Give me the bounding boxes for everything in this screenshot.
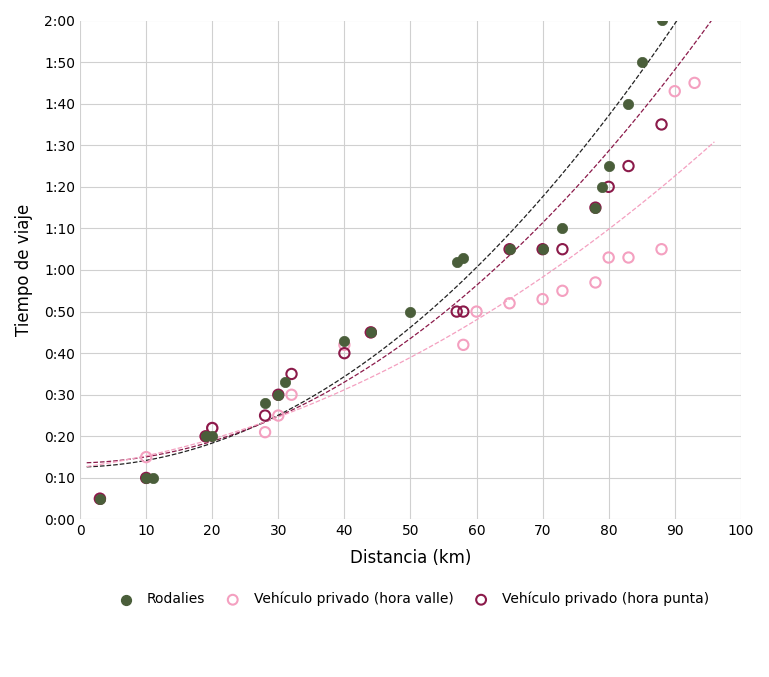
Point <box>457 306 469 317</box>
Point <box>471 306 483 317</box>
X-axis label: Distancia (km): Distancia (km) <box>350 550 471 567</box>
Point <box>603 252 615 263</box>
Point <box>285 389 298 400</box>
Point <box>365 327 377 338</box>
Point <box>622 252 634 263</box>
Point <box>457 252 469 263</box>
Point <box>635 57 647 68</box>
Point <box>537 294 549 305</box>
Point <box>272 389 285 400</box>
Point <box>596 181 608 192</box>
Point <box>655 15 667 26</box>
Point <box>622 98 634 109</box>
Point <box>338 348 351 359</box>
Point <box>259 397 271 408</box>
Point <box>589 202 601 213</box>
Point <box>140 473 152 483</box>
Point <box>451 306 463 317</box>
Point <box>504 244 516 255</box>
Point <box>147 473 159 483</box>
Point <box>589 277 601 288</box>
Point <box>199 431 211 442</box>
Point <box>451 257 463 267</box>
Point <box>589 202 601 213</box>
Point <box>603 181 615 192</box>
Point <box>279 377 291 388</box>
Point <box>206 422 218 433</box>
Point <box>655 244 667 255</box>
Point <box>504 244 516 255</box>
Point <box>457 339 469 350</box>
Point <box>94 494 106 504</box>
Point <box>338 335 351 346</box>
Point <box>537 244 549 255</box>
Point <box>556 244 568 255</box>
Point <box>504 298 516 309</box>
Point <box>259 410 271 421</box>
Point <box>272 410 285 421</box>
Point <box>556 286 568 297</box>
Point <box>140 452 152 462</box>
Point <box>206 431 218 442</box>
Point <box>94 494 106 504</box>
Y-axis label: Tiempo de viaje: Tiempo de viaje <box>15 204 33 336</box>
Point <box>338 339 351 350</box>
Point <box>259 427 271 437</box>
Point <box>199 431 211 442</box>
Point <box>199 431 211 442</box>
Point <box>285 368 298 379</box>
Point <box>688 77 701 88</box>
Point <box>94 494 106 504</box>
Point <box>365 327 377 338</box>
Point <box>655 119 667 130</box>
Point <box>206 422 218 433</box>
Point <box>603 160 615 171</box>
Point <box>668 86 681 97</box>
Point <box>537 244 549 255</box>
Point <box>404 306 417 317</box>
Legend: Rodalies, Vehículo privado (hora valle), Vehículo privado (hora punta): Rodalies, Vehículo privado (hora valle),… <box>106 586 714 612</box>
Point <box>622 160 634 171</box>
Point <box>365 327 377 338</box>
Point <box>272 389 285 400</box>
Point <box>556 223 568 234</box>
Point <box>140 473 152 483</box>
